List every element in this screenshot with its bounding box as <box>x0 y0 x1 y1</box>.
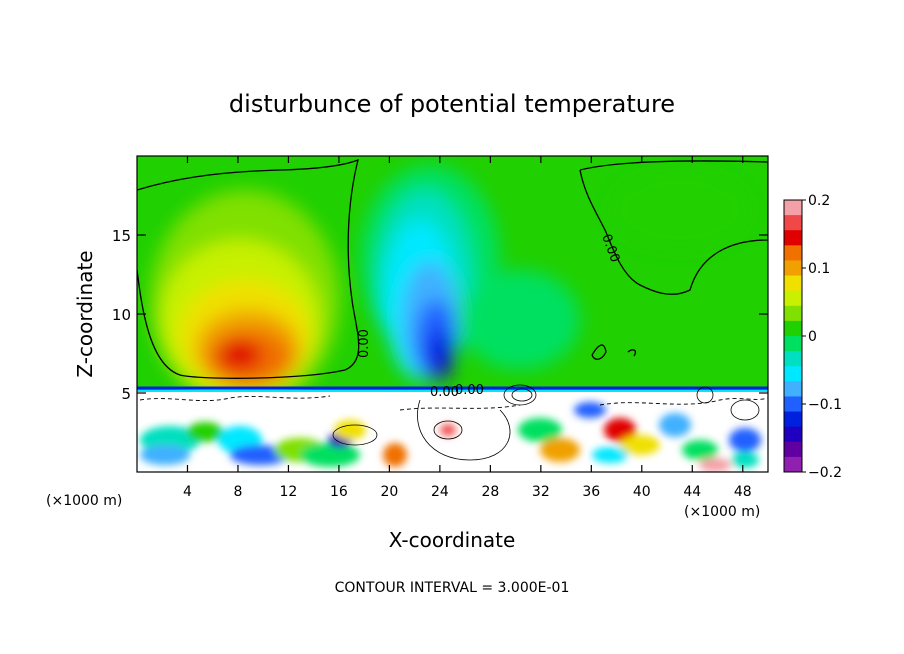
x-tick-label-10: 44 <box>683 484 701 500</box>
lower-dashed-contours <box>139 395 768 411</box>
colorbar-swatch-5 <box>784 275 802 292</box>
colorbar-swatch-17 <box>784 456 802 473</box>
colorbar-swatch-8 <box>784 320 802 337</box>
colorbar-swatch-14 <box>784 411 802 428</box>
contour-label-1: 0.00 <box>357 329 372 358</box>
colorbar-swatch-6 <box>784 290 802 307</box>
y-axis-ticks: 5 10 15 <box>112 227 768 403</box>
colorbar-swatch-12 <box>784 381 802 397</box>
x-unit-label-left: (×1000 m) <box>46 493 122 509</box>
x-tick-label-1: 8 <box>233 484 242 500</box>
colorbar-swatch-3 <box>784 245 802 261</box>
colorbar-swatch-15 <box>784 426 802 443</box>
plot-area: 0.00 0.00 0.00 0.00 <box>137 156 768 472</box>
chart-title: disturbunce of potential temperature <box>229 90 675 118</box>
colorbar-swatch-10 <box>784 351 802 367</box>
colorbar-tick-label-0: 0.2 <box>808 193 830 209</box>
colorbar-swatch-1 <box>784 215 802 231</box>
x-axis-label: X-coordinate <box>389 528 516 552</box>
x-tick-label-5: 24 <box>431 484 449 500</box>
colorbar-swatch-9 <box>784 336 802 352</box>
contour-interval-text: CONTOUR INTERVAL = 3.000E-01 <box>335 580 570 596</box>
colorbar-tick-label-3: −0.1 <box>808 397 842 413</box>
contour-lines <box>137 158 768 379</box>
x-tick-label-9: 40 <box>633 484 651 500</box>
upper-field <box>150 165 750 410</box>
y-tick-label-0: 5 <box>121 385 131 403</box>
x-tick-label-8: 36 <box>582 484 600 500</box>
y-tick-label-2: 15 <box>112 227 131 245</box>
x-tick-label-6: 28 <box>481 484 499 500</box>
y-tick-label-1: 10 <box>112 306 131 324</box>
x-tick-label-0: 4 <box>183 484 192 500</box>
colorbar-swatch-7 <box>784 305 802 322</box>
x-tick-label-2: 12 <box>280 484 298 500</box>
colorbar-swatch-2 <box>784 230 802 246</box>
lower-turbulence <box>140 402 761 472</box>
y-axis-label: Z-coordinate <box>73 250 97 377</box>
colorbar-tick-label-4: −0.2 <box>808 465 842 481</box>
colorbar-swatch-11 <box>784 366 802 382</box>
colorbar <box>783 199 803 473</box>
contour-label-3: 0.00 <box>430 385 459 400</box>
colorbar-swatch-0 <box>784 200 802 216</box>
lower-solid-contours <box>332 384 760 461</box>
x-tick-label-7: 32 <box>532 484 550 500</box>
x-tick-label-11: 48 <box>734 484 752 500</box>
colorbar-swatch-4 <box>784 260 802 277</box>
x-unit-label-right: (×1000 m) <box>684 504 760 520</box>
colorbar-ticks: 0.2 0.1 0 −0.1 −0.2 <box>802 193 842 481</box>
x-axis-ticks: 4 8 12 16 20 24 28 32 36 40 44 48 <box>183 156 752 500</box>
x-tick-label-4: 20 <box>380 484 398 500</box>
colorbar-swatch-13 <box>784 396 802 413</box>
colorbar-swatch-16 <box>784 441 802 458</box>
colorbar-tick-label-1: 0.1 <box>808 261 830 277</box>
contour-label-4: 0.00 <box>455 383 484 398</box>
x-tick-label-3: 16 <box>330 484 348 500</box>
colorbar-tick-label-2: 0 <box>808 329 817 345</box>
